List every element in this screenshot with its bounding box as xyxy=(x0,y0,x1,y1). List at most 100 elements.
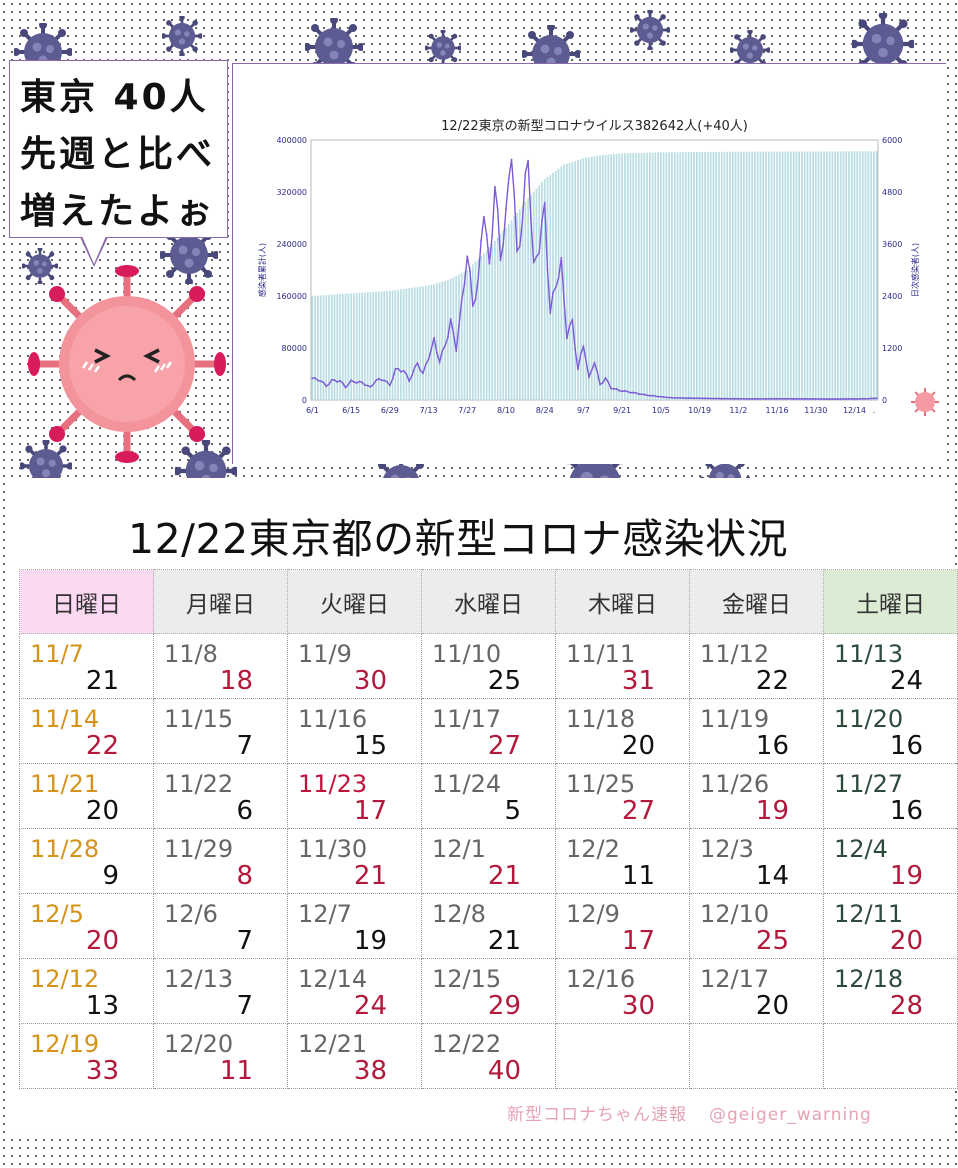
daily-point xyxy=(560,256,563,259)
calendar-case-count: 11 xyxy=(621,861,655,891)
cumulative-bar xyxy=(839,151,842,400)
cumulative-bar xyxy=(419,286,422,400)
calendar-date: 11/29 xyxy=(164,835,234,863)
cumulative-bar xyxy=(336,294,339,400)
cumulative-bar xyxy=(660,152,662,400)
daily-point xyxy=(424,363,427,366)
cumulative-bar xyxy=(411,287,413,400)
daily-point xyxy=(709,397,712,400)
calendar-case-count: 24 xyxy=(889,666,923,696)
daily-point xyxy=(330,378,333,381)
calendar-cell: 12/8 21 xyxy=(421,893,556,959)
daily-point xyxy=(496,208,499,211)
daily-point xyxy=(690,397,693,399)
daily-point xyxy=(765,398,767,400)
x-tick-label-end: . xyxy=(873,406,876,415)
cumulative-bar xyxy=(579,159,582,400)
cumulative-bar xyxy=(322,295,325,400)
calendar-title: 12/22東京都の新型コロナ感染状況 xyxy=(128,515,789,563)
x-tick-label: 10/19 xyxy=(688,406,711,415)
cumulative-bar xyxy=(657,152,659,400)
calendar-date: 11/26 xyxy=(700,770,770,798)
daily-point xyxy=(712,397,715,400)
cumulative-bar xyxy=(319,295,322,400)
calendar-cell: 11/10 25 xyxy=(421,633,556,699)
cumulative-bar xyxy=(546,176,549,400)
daily-point xyxy=(405,373,408,375)
daily-point xyxy=(358,380,361,383)
daily-point xyxy=(820,398,823,400)
daily-point xyxy=(377,377,380,380)
calendar-date: 12/5 xyxy=(30,900,84,928)
bubble-line-2: 先週と比べ xyxy=(20,134,216,175)
calendar-case-count: 21 xyxy=(85,666,119,696)
calendar-cell: 12/3 14 xyxy=(689,828,824,894)
cumulative-bar xyxy=(682,152,684,400)
calendar-date: 11/23 xyxy=(298,770,368,798)
calendar-cell: 12/12 13 xyxy=(19,958,154,1024)
calendar-case-count: 19 xyxy=(353,926,387,956)
calendar-case-count: 13 xyxy=(85,991,119,1021)
cumulative-bar xyxy=(709,151,712,400)
cumulative-bar xyxy=(328,294,330,400)
daily-point xyxy=(704,397,707,400)
cumulative-bar xyxy=(469,267,471,400)
daily-point xyxy=(795,397,798,400)
cumulative-bar xyxy=(447,280,449,400)
chart-title: 12/22東京の新型コロナウイルス382642人(+40人) xyxy=(441,118,748,134)
cumulative-bar xyxy=(543,179,546,400)
cumulative-bar xyxy=(842,151,845,400)
cumulative-bar xyxy=(690,152,693,400)
daily-point xyxy=(369,385,372,388)
daily-point xyxy=(507,177,510,180)
cumulative-bar xyxy=(684,152,687,400)
x-tick-label: 12/14 xyxy=(843,406,866,415)
daily-point xyxy=(646,394,648,397)
daily-point xyxy=(554,286,557,289)
cumulative-bar xyxy=(466,270,469,400)
calendar-cell: 12/2 11 xyxy=(555,828,690,894)
cumulative-bar xyxy=(756,151,759,400)
calendar-week-row: 11/28 9 11/29 8 11/30 21 12/1 21 12/2 11 12/3 14 12/… xyxy=(19,828,958,894)
daily-point xyxy=(756,398,759,400)
daily-point xyxy=(588,376,590,378)
calendar-cell: 12/1 21 xyxy=(421,828,556,894)
daily-point xyxy=(435,351,438,354)
cumulative-bar xyxy=(762,151,765,400)
cumulative-bar xyxy=(433,284,435,400)
cumulative-bar xyxy=(845,151,848,400)
daily-point xyxy=(549,312,552,315)
cumulative-bar xyxy=(643,152,646,400)
calendar-cell: 12/21 38 xyxy=(287,1023,422,1089)
cumulative-bar xyxy=(618,153,621,400)
daily-point xyxy=(422,372,424,375)
daily-point xyxy=(715,397,718,400)
calendar-cell: 11/13 24 xyxy=(823,633,958,699)
daily-point xyxy=(618,389,621,392)
cumulative-bar xyxy=(416,287,419,400)
weekday-header: 日曜日 xyxy=(19,569,154,634)
daily-point xyxy=(751,397,754,400)
cumulative-bar xyxy=(568,162,571,400)
daily-point xyxy=(590,369,593,372)
calendar-date: 12/15 xyxy=(432,965,502,993)
daily-point xyxy=(535,255,538,258)
calendar-cell: 12/10 25 xyxy=(689,893,824,959)
cumulative-bar xyxy=(671,152,673,400)
calendar-cell: 12/22 40 xyxy=(421,1023,556,1089)
daily-point xyxy=(499,259,502,262)
y-tick-label-right: 3600 xyxy=(882,240,902,249)
calendar-cell: 11/16 15 xyxy=(287,698,422,764)
cumulative-bar xyxy=(571,161,574,400)
cumulative-bar xyxy=(397,289,399,400)
cumulative-bar xyxy=(350,293,352,400)
calendar-cell: 11/23 17 xyxy=(287,763,422,829)
cumulative-bar xyxy=(837,151,839,400)
daily-point xyxy=(823,398,825,400)
calendar-date: 12/16 xyxy=(566,965,636,993)
calendar-case-count: 38 xyxy=(353,1056,387,1086)
daily-point xyxy=(806,397,809,400)
daily-point xyxy=(477,276,480,279)
daily-point xyxy=(529,217,532,220)
cumulative-bar xyxy=(872,151,875,400)
